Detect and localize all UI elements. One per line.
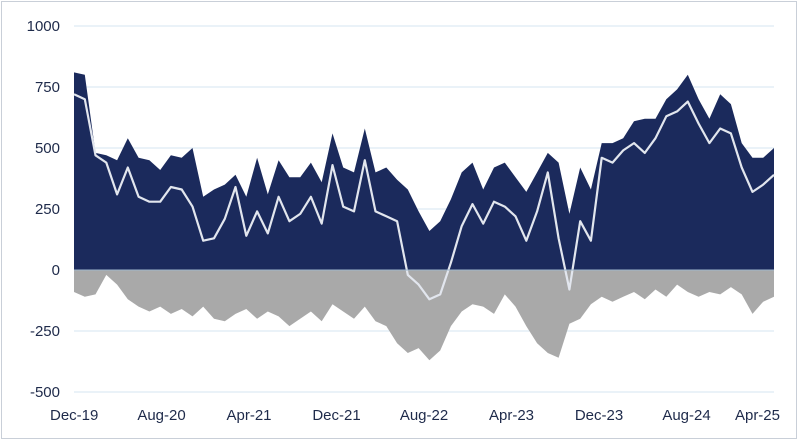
y-tick-label: 750 xyxy=(35,79,60,96)
x-tick-label: Aug-20 xyxy=(137,407,185,424)
y-tick-label: -250 xyxy=(30,323,60,340)
x-tick-label: Aug-22 xyxy=(400,407,448,424)
y-axis: 1000 750 500 250 0 -250 -500 xyxy=(27,18,60,401)
y-tick-label: 1000 xyxy=(27,18,60,35)
positive-area-series xyxy=(74,72,774,271)
series-layer xyxy=(73,72,775,361)
x-tick-label: Aug-24 xyxy=(662,407,710,424)
x-tick-label: Apr-25 xyxy=(735,407,780,424)
x-tick-label: Dec-19 xyxy=(50,407,98,424)
y-tick-label: 500 xyxy=(35,140,60,157)
x-tick-label: Apr-21 xyxy=(226,407,271,424)
negative-area-series xyxy=(74,270,774,361)
line-series xyxy=(73,93,775,301)
y-tick-label: 0 xyxy=(52,262,60,279)
y-tick-label: -500 xyxy=(30,384,60,401)
y-tick-label: 250 xyxy=(35,201,60,218)
x-tick-label: Dec-23 xyxy=(575,407,623,424)
x-axis: Dec-19 Aug-20 Apr-21 Dec-21 Aug-22 Apr-23 Dec-… xyxy=(50,407,780,424)
x-tick-label: Apr-23 xyxy=(489,407,534,424)
x-tick-label: Dec-21 xyxy=(312,407,360,424)
